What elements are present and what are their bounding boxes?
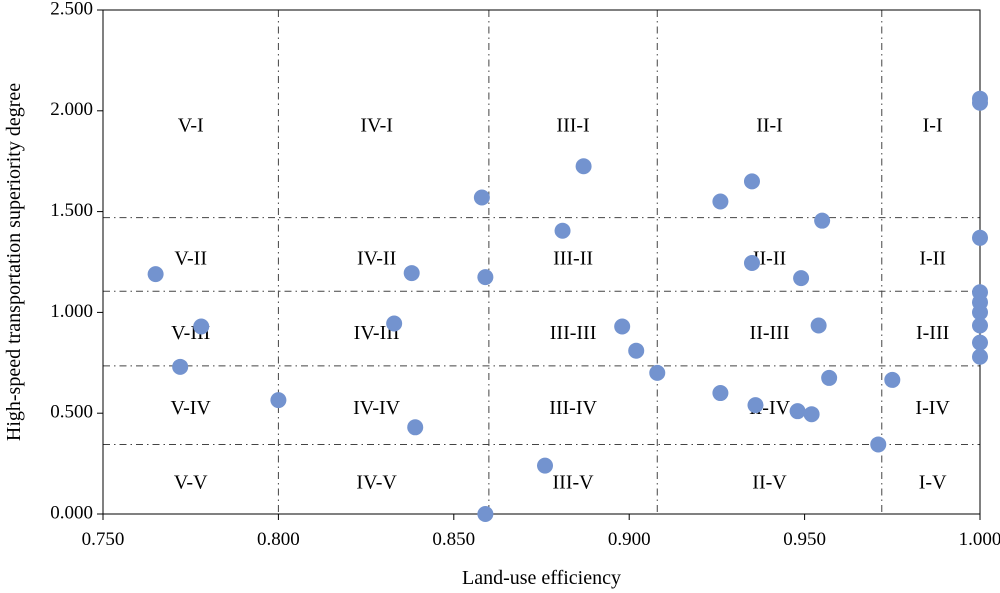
zone-labels: V-I IV-I III-I II-I I-IV-II IV-II III-II II-II I… xyxy=(171,115,951,494)
zone-label: V-II xyxy=(174,248,207,270)
data-point xyxy=(972,348,988,365)
y-axis-ticks: 0.000 0.500 1.000 1.500 2.000 2.500 xyxy=(50,0,103,523)
zone-label: III-II xyxy=(553,248,593,270)
data-point xyxy=(575,158,592,175)
zone-label: IV-V xyxy=(356,471,397,493)
y-tick-label: 0.500 xyxy=(50,402,93,423)
x-tick-label: 0.850 xyxy=(432,529,475,550)
data-point xyxy=(172,358,189,375)
y-tick-label: 2.000 xyxy=(50,99,93,120)
zone-label: II-V xyxy=(752,471,787,493)
data-point xyxy=(193,318,210,335)
data-point xyxy=(477,506,494,522)
zone-label: I-V xyxy=(919,471,947,493)
data-point xyxy=(712,385,729,402)
x-axis-ticks: 0.750 0.800 0.850 0.900 0.950 1.000 xyxy=(82,514,1000,550)
zone-label: II-II xyxy=(753,248,786,270)
data-point xyxy=(803,406,820,423)
zone-label: IV-I xyxy=(360,115,393,137)
y-tick-label: 0.000 xyxy=(50,502,93,523)
y-tick-label: 1.500 xyxy=(50,200,93,221)
data-point xyxy=(537,457,554,474)
data-point xyxy=(628,342,645,359)
zone-label: V-IV xyxy=(171,397,212,419)
data-point xyxy=(407,419,424,436)
data-point xyxy=(747,397,764,414)
zone-label: V-I xyxy=(178,115,204,137)
data-point xyxy=(972,334,988,351)
y-tick-label: 1.000 xyxy=(50,301,93,322)
data-point xyxy=(743,173,760,190)
x-tick-label: 0.750 xyxy=(82,529,125,550)
zone-label: IV-IV xyxy=(353,397,401,419)
zone-label: V-V xyxy=(174,471,208,493)
plot-frame xyxy=(102,9,981,515)
data-point xyxy=(814,212,831,229)
data-point xyxy=(473,189,490,206)
zone-label: IV-II xyxy=(357,248,396,270)
data-point xyxy=(147,266,164,283)
zone-label: I-II xyxy=(919,248,946,270)
x-tick-label: 0.800 xyxy=(257,529,300,550)
data-point xyxy=(870,436,887,453)
x-tick-label: 1.000 xyxy=(959,529,1000,550)
data-points xyxy=(147,90,988,522)
data-point xyxy=(477,269,494,286)
x-tick-label: 0.900 xyxy=(608,529,651,550)
data-point xyxy=(810,317,827,334)
zone-label: III-IV xyxy=(549,397,597,419)
y-axis-title: High-speed transportation superiority de… xyxy=(3,83,25,441)
data-point xyxy=(270,392,287,409)
data-point xyxy=(793,270,810,287)
x-axis-title: Land-use efficiency xyxy=(462,567,621,589)
zone-label: III-III xyxy=(550,322,597,344)
zone-label: III-V xyxy=(553,471,595,493)
data-point xyxy=(789,403,806,420)
zone-label: I-III xyxy=(916,322,949,344)
data-point xyxy=(972,317,988,334)
data-point xyxy=(972,94,988,111)
zone-dividers xyxy=(103,10,980,514)
y-tick-label: 2.500 xyxy=(50,0,93,19)
data-point xyxy=(884,371,901,388)
data-point xyxy=(821,369,838,386)
zone-label: I-I xyxy=(923,115,943,137)
data-point xyxy=(972,304,988,321)
data-point xyxy=(743,255,760,272)
data-point xyxy=(972,229,988,246)
data-point xyxy=(614,318,631,335)
zone-label: I-IV xyxy=(915,397,950,419)
data-point xyxy=(554,222,571,239)
data-point xyxy=(386,315,403,332)
zone-label: II-I xyxy=(756,115,783,137)
data-point xyxy=(649,364,666,381)
x-tick-label: 0.950 xyxy=(783,529,826,550)
data-point xyxy=(403,265,420,282)
zone-label: II-III xyxy=(750,322,790,344)
zone-label: III-I xyxy=(556,115,589,137)
data-point xyxy=(712,193,729,210)
